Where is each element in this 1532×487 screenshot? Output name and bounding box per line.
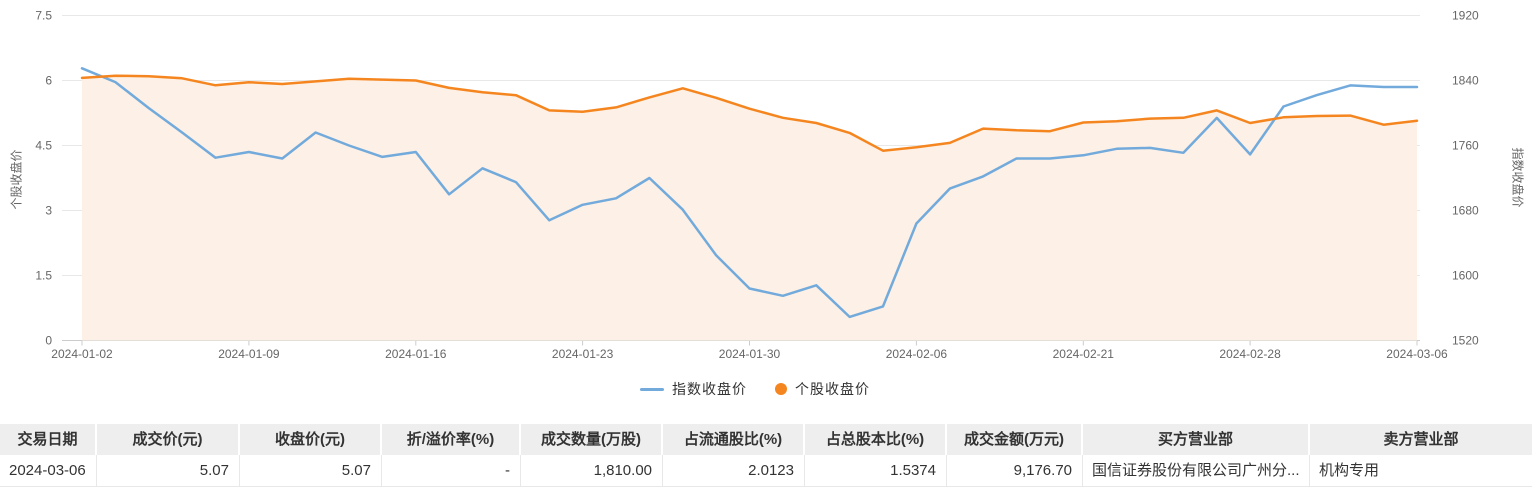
stock-dot-marker-icon xyxy=(775,383,787,395)
table-data-cell: 1.5374 xyxy=(805,455,947,487)
left-axis-tick-label: 1.5 xyxy=(35,269,52,283)
table-header-cell: 占流通股比(%) xyxy=(663,424,805,455)
x-axis-tick-label: 2024-02-06 xyxy=(886,347,948,361)
stock-price-line xyxy=(80,74,1419,152)
legend-index-label: 指数收盘价 xyxy=(672,381,747,397)
table-data-cell: 5.07 xyxy=(240,455,382,487)
legend-stock-label: 个股收盘价 xyxy=(795,381,870,397)
index-price-line xyxy=(80,67,1419,319)
left-axis-tick-label: 4.5 xyxy=(35,139,52,153)
x-axis-tick-label: 2024-01-16 xyxy=(385,347,447,361)
table-header-cell: 交易日期 xyxy=(0,424,97,455)
table-data-cell: 2.0123 xyxy=(663,455,805,487)
x-axis-tick-label: 2024-01-09 xyxy=(218,347,280,361)
table-header-cell: 占总股本比(%) xyxy=(805,424,947,455)
table-body: 2024-03-06 5.07 5.07-1,810.00 2.0123 1.5374 9… xyxy=(0,455,1532,487)
right-axis-tick-label: 1600 xyxy=(1452,269,1479,283)
index-line-marker-icon xyxy=(640,387,664,391)
table-data-cell: 机构专用 xyxy=(1310,455,1532,487)
right-axis-tick-label: 1760 xyxy=(1452,139,1479,153)
left-axis-tick-label: 3 xyxy=(45,204,52,218)
table-header-cell: 成交金额(万元) xyxy=(947,424,1083,455)
left-axis-tick-label: 0 xyxy=(45,334,52,348)
chart-legend: 指数收盘价 个股收盘价 xyxy=(0,377,1510,401)
table-header-cell: 收盘价(元) xyxy=(240,424,382,455)
table-data-cell: 国信证券股份有限公司广州分... xyxy=(1083,455,1310,487)
left-axis-tick-label: 7.5 xyxy=(35,9,52,23)
table-data-cell: 9,176.70 xyxy=(947,455,1083,487)
x-axis-tick-label: 2024-03-06 xyxy=(1386,347,1448,361)
legend-item-stock[interactable]: 个股收盘价 xyxy=(775,379,870,399)
table-header-row: 交易日期 成交价(元) 收盘价(元) 折/溢价率(%) 成交数量(万股) 占流通股比(%)… xyxy=(0,424,1532,455)
table-data-cell: - xyxy=(382,455,521,487)
x-axis-tick-label: 2024-02-21 xyxy=(1053,347,1115,361)
right-axis-title: 指数收盘价 xyxy=(1510,147,1525,208)
right-axis-tick-label: 1680 xyxy=(1452,204,1479,218)
trade-detail-table: 交易日期 成交价(元) 收盘价(元) 折/溢价率(%) 成交数量(万股) 占流通股比(%)… xyxy=(0,424,1532,487)
table-data-cell: 5.07 xyxy=(97,455,240,487)
table-data-cell: 2024-03-06 xyxy=(0,455,97,487)
stock-area-fill xyxy=(82,75,1417,341)
right-axis-tick-label: 1840 xyxy=(1452,74,1479,88)
right-axis-tick-label: 1920 xyxy=(1452,9,1479,23)
x-axis-tick-label: 2024-01-02 xyxy=(51,347,113,361)
table-data-cell: 1,810.00 xyxy=(521,455,663,487)
x-axis-tick-label: 2024-02-28 xyxy=(1219,347,1281,361)
table-header-cell: 卖方营业部 xyxy=(1310,424,1532,455)
left-axis-title: 个股收盘价 xyxy=(9,149,24,210)
table-data-row: 2024-03-06 5.07 5.07-1,810.00 2.0123 1.5374 9… xyxy=(0,455,1532,487)
table-header-cell: 折/溢价率(%) xyxy=(382,424,521,455)
x-axis-tick-label: 2024-01-30 xyxy=(719,347,781,361)
table-header-cell: 成交数量(万股) xyxy=(521,424,663,455)
legend-item-index[interactable]: 指数收盘价 xyxy=(640,379,747,399)
x-axis-tick-label: 2024-01-23 xyxy=(552,347,614,361)
right-axis-tick-label: 1520 xyxy=(1452,334,1479,348)
table-header-cell: 买方营业部 xyxy=(1083,424,1310,455)
table-header-cell: 成交价(元) xyxy=(97,424,240,455)
left-axis-tick-label: 6 xyxy=(45,74,52,88)
price-chart: 0 1.5 3 4.5 6 7.5 1520 1600 1680 1760 1840 1920 2024… xyxy=(0,9,1525,401)
chart-canvas: 0 1.5 3 4.5 6 7.5 1520 1600 1680 1760 1840 1920 2024… xyxy=(35,9,1479,362)
